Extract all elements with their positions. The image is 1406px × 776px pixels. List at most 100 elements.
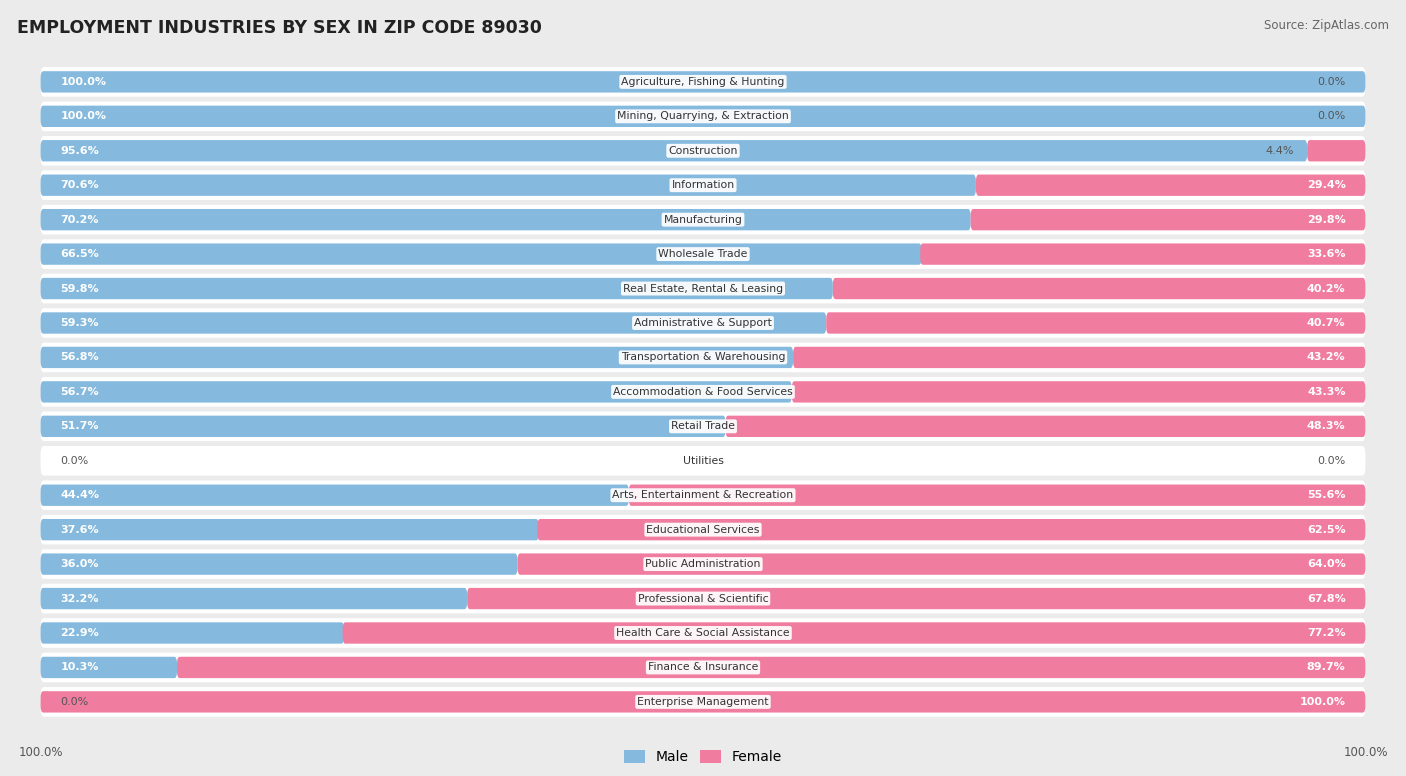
Text: 89.7%: 89.7% <box>1306 663 1346 673</box>
FancyBboxPatch shape <box>537 519 1365 540</box>
FancyBboxPatch shape <box>41 653 1365 682</box>
FancyBboxPatch shape <box>41 411 1365 441</box>
FancyBboxPatch shape <box>41 209 970 230</box>
Text: Public Administration: Public Administration <box>645 559 761 569</box>
FancyBboxPatch shape <box>41 205 1365 234</box>
FancyBboxPatch shape <box>41 308 1365 338</box>
Text: Source: ZipAtlas.com: Source: ZipAtlas.com <box>1264 19 1389 33</box>
Text: Retail Trade: Retail Trade <box>671 421 735 431</box>
FancyBboxPatch shape <box>343 622 1365 643</box>
Text: 33.6%: 33.6% <box>1308 249 1346 259</box>
Text: 40.2%: 40.2% <box>1308 283 1346 293</box>
Text: 29.8%: 29.8% <box>1306 215 1346 225</box>
Text: Agriculture, Fishing & Hunting: Agriculture, Fishing & Hunting <box>621 77 785 87</box>
FancyBboxPatch shape <box>41 140 1308 161</box>
Text: 0.0%: 0.0% <box>1317 111 1346 121</box>
FancyBboxPatch shape <box>41 588 467 609</box>
FancyBboxPatch shape <box>41 381 792 403</box>
FancyBboxPatch shape <box>41 549 1365 579</box>
FancyBboxPatch shape <box>628 484 1365 506</box>
Text: 10.3%: 10.3% <box>60 663 98 673</box>
FancyBboxPatch shape <box>793 347 1365 368</box>
Text: Educational Services: Educational Services <box>647 525 759 535</box>
Text: 100.0%: 100.0% <box>1343 746 1388 759</box>
FancyBboxPatch shape <box>827 312 1365 334</box>
Text: 37.6%: 37.6% <box>60 525 98 535</box>
FancyBboxPatch shape <box>41 175 976 196</box>
Text: Arts, Entertainment & Recreation: Arts, Entertainment & Recreation <box>613 490 793 501</box>
FancyBboxPatch shape <box>41 343 1365 372</box>
Text: 0.0%: 0.0% <box>1317 77 1346 87</box>
FancyBboxPatch shape <box>41 691 1365 712</box>
Text: Mining, Quarrying, & Extraction: Mining, Quarrying, & Extraction <box>617 111 789 121</box>
FancyBboxPatch shape <box>41 347 793 368</box>
Text: Construction: Construction <box>668 146 738 156</box>
Text: 100.0%: 100.0% <box>18 746 63 759</box>
FancyBboxPatch shape <box>792 381 1365 403</box>
Text: Manufacturing: Manufacturing <box>664 215 742 225</box>
FancyBboxPatch shape <box>41 480 1365 510</box>
FancyBboxPatch shape <box>41 519 538 540</box>
Text: Wholesale Trade: Wholesale Trade <box>658 249 748 259</box>
FancyBboxPatch shape <box>41 618 1365 648</box>
FancyBboxPatch shape <box>41 312 827 334</box>
FancyBboxPatch shape <box>41 239 1365 269</box>
FancyBboxPatch shape <box>41 553 517 575</box>
Text: 59.3%: 59.3% <box>60 318 98 328</box>
Text: 40.7%: 40.7% <box>1308 318 1346 328</box>
FancyBboxPatch shape <box>1308 140 1365 161</box>
FancyBboxPatch shape <box>177 656 1365 678</box>
FancyBboxPatch shape <box>41 446 1365 476</box>
Text: 51.7%: 51.7% <box>60 421 98 431</box>
Text: 29.4%: 29.4% <box>1306 180 1346 190</box>
Text: 43.3%: 43.3% <box>1308 387 1346 397</box>
FancyBboxPatch shape <box>41 622 344 643</box>
Text: 32.2%: 32.2% <box>60 594 98 604</box>
FancyBboxPatch shape <box>41 274 1365 303</box>
FancyBboxPatch shape <box>41 514 1365 545</box>
FancyBboxPatch shape <box>41 106 1365 127</box>
FancyBboxPatch shape <box>976 175 1365 196</box>
Text: Professional & Scientific: Professional & Scientific <box>638 594 768 604</box>
Text: 36.0%: 36.0% <box>60 559 98 569</box>
Text: Real Estate, Rental & Leasing: Real Estate, Rental & Leasing <box>623 283 783 293</box>
Text: 48.3%: 48.3% <box>1308 421 1346 431</box>
FancyBboxPatch shape <box>41 136 1365 165</box>
Text: 100.0%: 100.0% <box>60 77 107 87</box>
Text: 64.0%: 64.0% <box>1306 559 1346 569</box>
Text: 55.6%: 55.6% <box>1308 490 1346 501</box>
Text: 100.0%: 100.0% <box>60 111 107 121</box>
Text: 4.4%: 4.4% <box>1265 146 1294 156</box>
FancyBboxPatch shape <box>467 588 1365 609</box>
Text: 0.0%: 0.0% <box>60 456 89 466</box>
Text: Health Care & Social Assistance: Health Care & Social Assistance <box>616 628 790 638</box>
Legend: Male, Female: Male, Female <box>619 745 787 770</box>
Text: Finance & Insurance: Finance & Insurance <box>648 663 758 673</box>
Text: Information: Information <box>672 180 734 190</box>
Text: 22.9%: 22.9% <box>60 628 100 638</box>
Text: Utilities: Utilities <box>682 456 724 466</box>
Text: Transportation & Warehousing: Transportation & Warehousing <box>621 352 785 362</box>
FancyBboxPatch shape <box>41 71 1365 92</box>
FancyBboxPatch shape <box>41 278 832 300</box>
Text: 59.8%: 59.8% <box>60 283 98 293</box>
Text: 95.6%: 95.6% <box>60 146 100 156</box>
Text: Enterprise Management: Enterprise Management <box>637 697 769 707</box>
Text: EMPLOYMENT INDUSTRIES BY SEX IN ZIP CODE 89030: EMPLOYMENT INDUSTRIES BY SEX IN ZIP CODE… <box>17 19 541 37</box>
FancyBboxPatch shape <box>832 278 1365 300</box>
FancyBboxPatch shape <box>41 67 1365 97</box>
FancyBboxPatch shape <box>41 171 1365 200</box>
Text: 77.2%: 77.2% <box>1308 628 1346 638</box>
Text: 56.8%: 56.8% <box>60 352 98 362</box>
Text: 0.0%: 0.0% <box>60 697 89 707</box>
FancyBboxPatch shape <box>921 244 1365 265</box>
FancyBboxPatch shape <box>41 416 725 437</box>
Text: 62.5%: 62.5% <box>1308 525 1346 535</box>
FancyBboxPatch shape <box>41 584 1365 613</box>
FancyBboxPatch shape <box>41 377 1365 407</box>
Text: 70.6%: 70.6% <box>60 180 98 190</box>
FancyBboxPatch shape <box>41 656 177 678</box>
Text: Accommodation & Food Services: Accommodation & Food Services <box>613 387 793 397</box>
FancyBboxPatch shape <box>41 484 628 506</box>
Text: 44.4%: 44.4% <box>60 490 100 501</box>
